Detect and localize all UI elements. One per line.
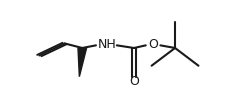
Text: O: O <box>129 75 139 88</box>
Polygon shape <box>78 48 87 77</box>
Text: NH: NH <box>97 38 116 51</box>
Text: O: O <box>149 38 159 51</box>
